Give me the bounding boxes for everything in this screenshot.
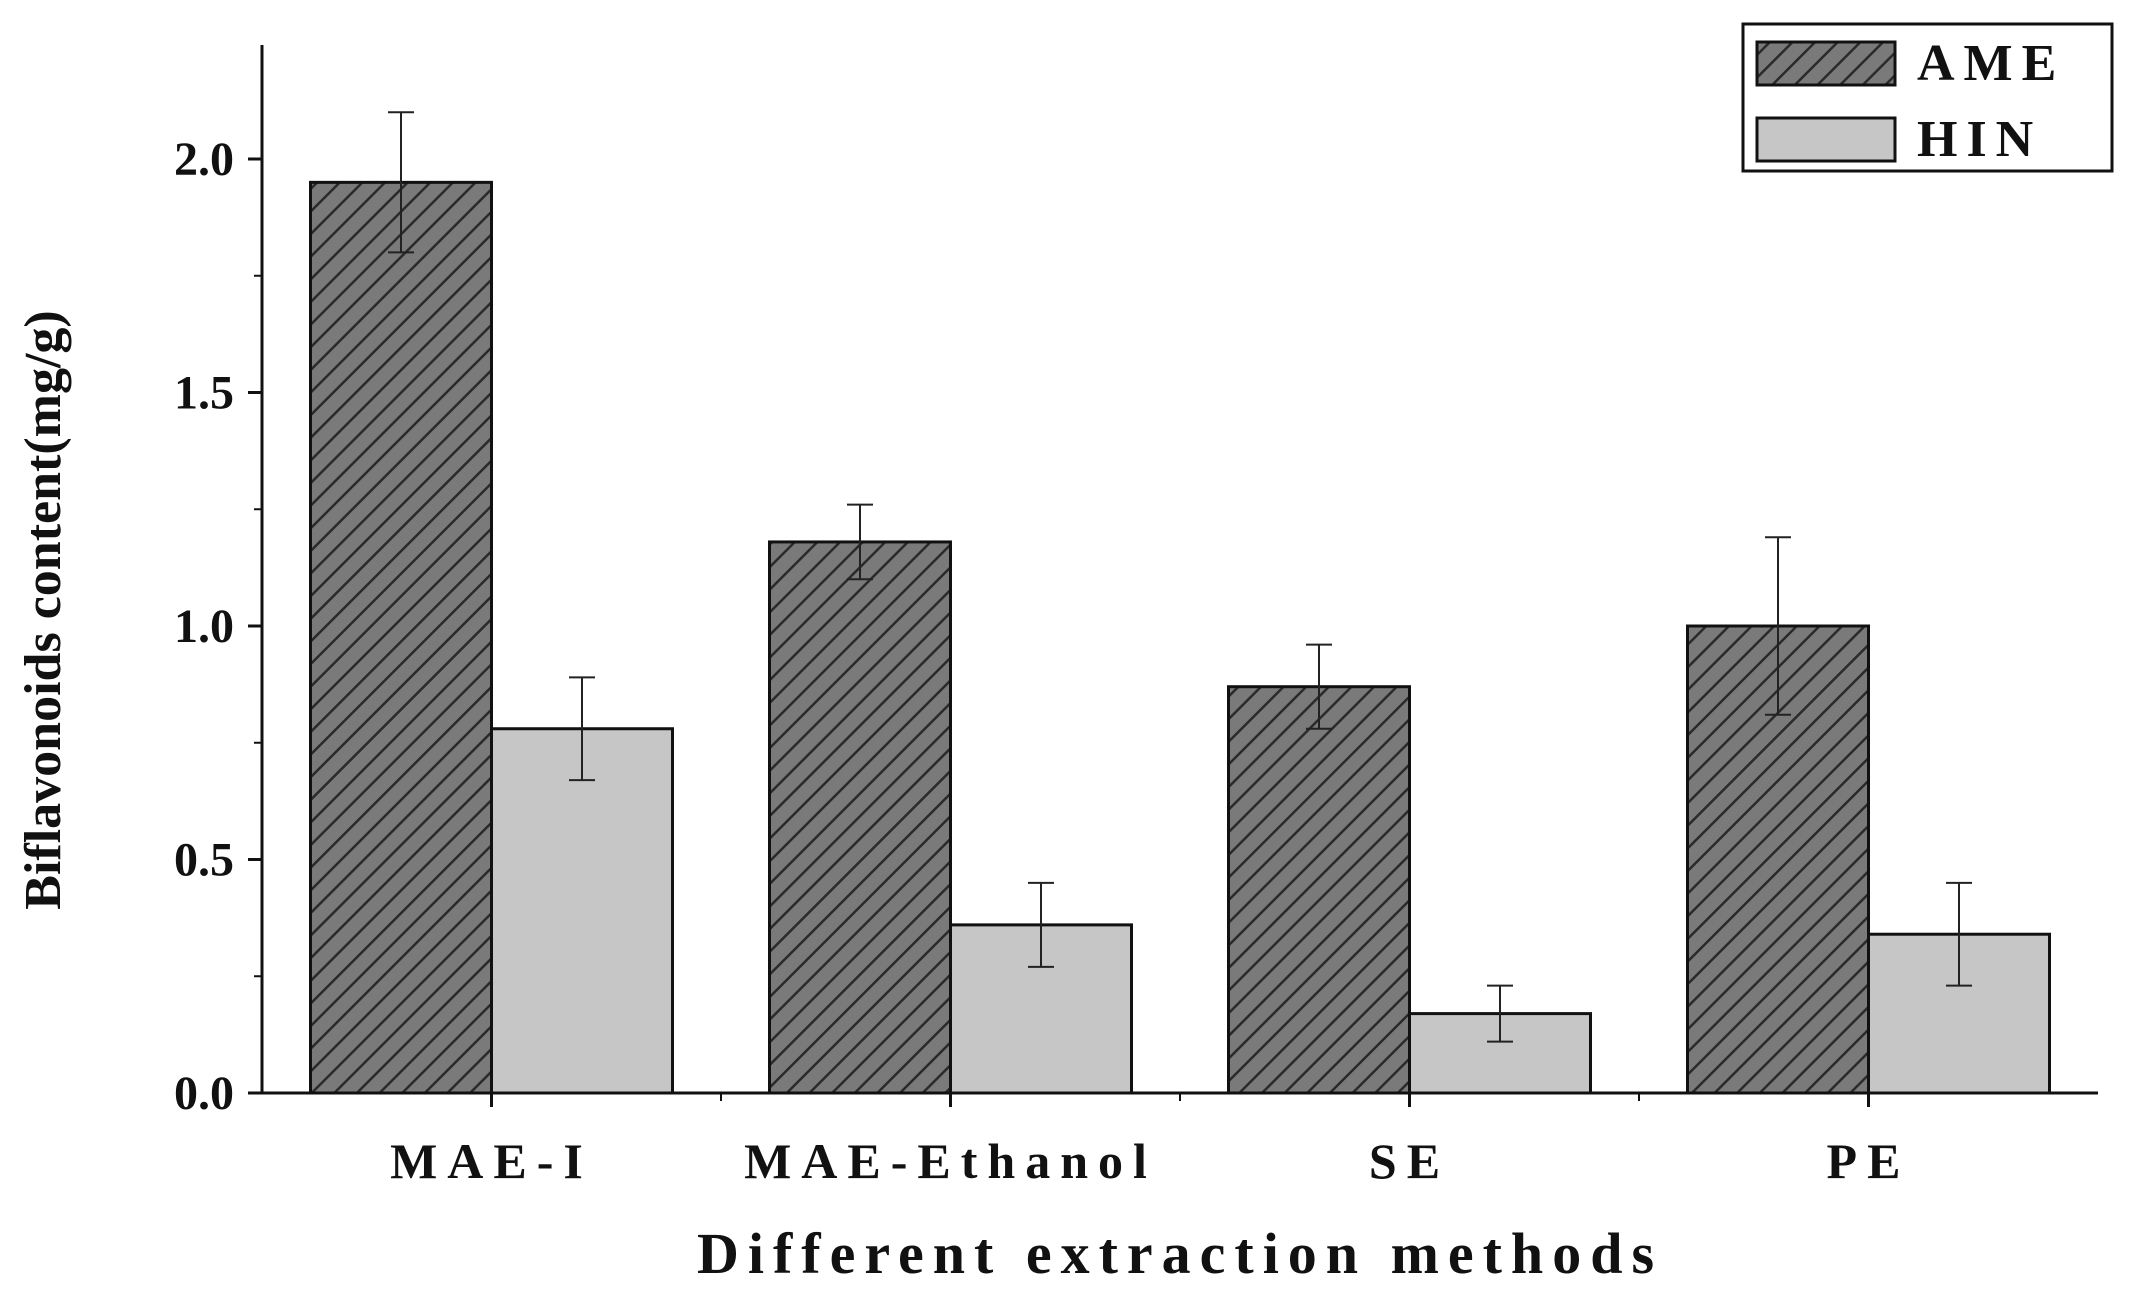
y-tick-label: 0.0 — [174, 1067, 234, 1120]
legend-swatch-hin — [1755, 116, 1897, 163]
bar-hin-mae-i — [490, 727, 674, 1095]
x-category-label: PE — [1827, 1133, 1911, 1189]
y-axis-ticks: 0.0 0.5 1.0 1.5 2.0 — [174, 133, 262, 1120]
y-tick-label: 1.0 — [174, 600, 234, 653]
x-category-label: SE — [1369, 1133, 1450, 1189]
bar-ame-mae-ethanol — [768, 540, 952, 1095]
legend: AME HIN — [1741, 22, 2114, 173]
y-tick-label: 0.5 — [174, 834, 234, 887]
category-labels: MAE-I MAE-Ethanol SE PE — [390, 1093, 1911, 1189]
legend-swatch-ame — [1755, 40, 1897, 87]
x-axis-title: Different extraction methods — [697, 1221, 1663, 1286]
x-category-label: MAE-Ethanol — [744, 1133, 1157, 1189]
legend-label-ame: AME — [1917, 35, 2065, 92]
y-tick-label: 2.0 — [174, 133, 234, 186]
legend-label-hin: HIN — [1917, 111, 2042, 168]
y-tick-label: 1.5 — [174, 367, 234, 420]
bar-ame-mae-i — [309, 180, 493, 1095]
bar-ame-se — [1227, 685, 1411, 1095]
error-bars-layer — [388, 111, 1972, 1043]
bars-layer — [309, 180, 2051, 1095]
x-category-label: MAE-I — [390, 1133, 593, 1189]
y-axis-title: Biflavonoids content(mg/g) — [15, 310, 72, 909]
